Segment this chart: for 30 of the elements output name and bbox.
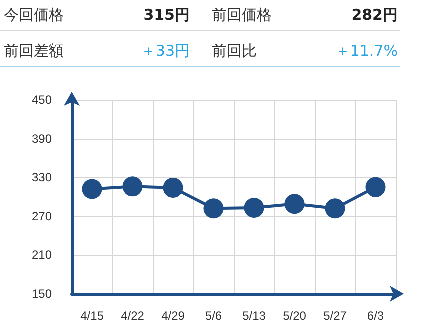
x-tick-label: 4/22 bbox=[121, 309, 145, 323]
text: ＋33円 bbox=[140, 42, 190, 60]
x-tick-label: 4/15 bbox=[80, 309, 104, 323]
text: 今回価格 bbox=[4, 5, 64, 26]
point bbox=[204, 198, 224, 219]
point bbox=[122, 176, 143, 197]
x-tick-label: 5/13 bbox=[242, 309, 266, 323]
y-tick-label: 390 bbox=[32, 132, 52, 146]
y-tick-label: 330 bbox=[32, 170, 52, 185]
point bbox=[325, 198, 346, 219]
text: 315円 bbox=[144, 6, 190, 24]
point bbox=[366, 177, 386, 198]
text: 282円 bbox=[352, 6, 398, 24]
text: 前回価格 bbox=[212, 5, 272, 26]
text: 前回比 bbox=[212, 41, 257, 62]
y-tick-label: 150 bbox=[32, 287, 52, 301]
y-tick-label: 450 bbox=[32, 93, 52, 107]
text: ＋11.7% bbox=[335, 42, 398, 60]
x-tick-label: 6/3 bbox=[367, 309, 384, 323]
text: 前回差額 bbox=[4, 41, 64, 62]
x-tick-label: 4/29 bbox=[162, 309, 186, 323]
x-tick-label: 5/20 bbox=[283, 309, 307, 323]
point bbox=[244, 198, 264, 218]
point bbox=[82, 179, 102, 200]
point bbox=[163, 178, 184, 198]
point bbox=[284, 194, 305, 214]
y-tick-label: 210 bbox=[32, 248, 52, 262]
x-tick-label: 5/27 bbox=[324, 309, 348, 323]
x-tick-label: 5/6 bbox=[205, 309, 222, 323]
y-tick-label: 270 bbox=[32, 209, 52, 224]
